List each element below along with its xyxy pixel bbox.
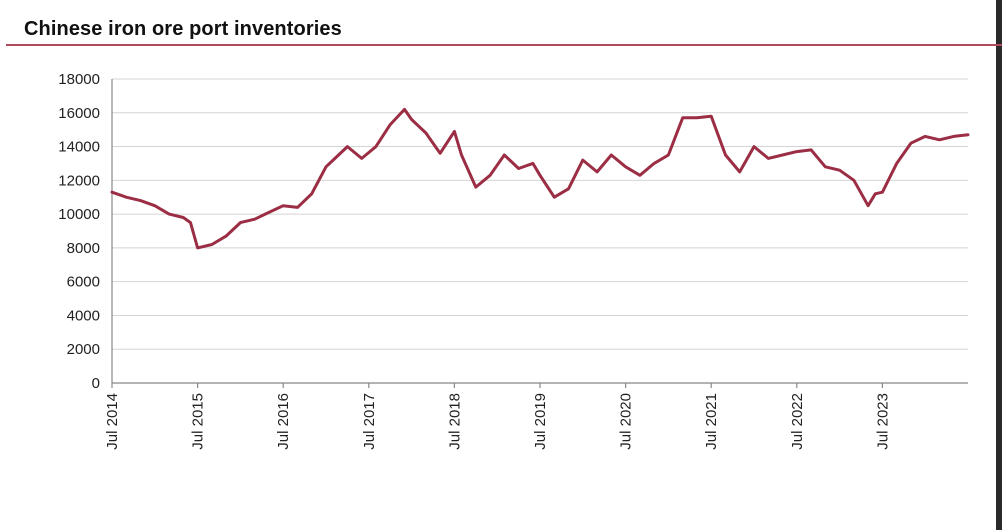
x-tick-label: Jul 2014 xyxy=(104,393,121,450)
y-tick-label: 4000 xyxy=(67,307,100,324)
gridlines xyxy=(112,78,968,350)
x-tick-label: Jul 2022 xyxy=(789,393,806,450)
x-axis-ticks: Jul 2014 Jul 2015 Jul 2016 Jul 2017 Jul 2018… xyxy=(104,393,891,450)
x-tick-label: Jul 2015 xyxy=(190,393,207,450)
x-tick-label: Jul 2016 xyxy=(275,393,292,450)
y-tick-label: 12000 xyxy=(58,172,100,189)
y-tick-label: 16000 xyxy=(58,105,100,122)
y-tick-label: 8000 xyxy=(67,240,100,257)
y-tick-label: 18000 xyxy=(58,71,100,88)
axes xyxy=(111,79,968,388)
y-tick-label: 10000 xyxy=(58,206,100,223)
y-tick-label: 0 xyxy=(92,375,100,392)
x-tick-label: Jul 2017 xyxy=(361,393,378,450)
series-line-0 xyxy=(110,107,970,250)
x-tick-label: Jul 2019 xyxy=(532,393,549,450)
series-layer xyxy=(110,107,970,250)
title-underline xyxy=(6,44,1002,46)
x-tick-label: Jul 2018 xyxy=(446,393,463,450)
y-tick-label: 6000 xyxy=(67,274,100,291)
y-tick-label: 2000 xyxy=(67,341,100,358)
chart-title: Chinese iron ore port inventories xyxy=(24,18,342,40)
y-tick-label: 14000 xyxy=(58,139,100,156)
y-axis-ticks: 0 2000 4000 6000 8000 10000 12000 14000 16000 180… xyxy=(58,71,100,392)
x-tick-label: Jul 2023 xyxy=(874,393,891,450)
x-tick-label: Jul 2020 xyxy=(618,393,635,450)
x-tick-label: Jul 2021 xyxy=(703,393,720,450)
